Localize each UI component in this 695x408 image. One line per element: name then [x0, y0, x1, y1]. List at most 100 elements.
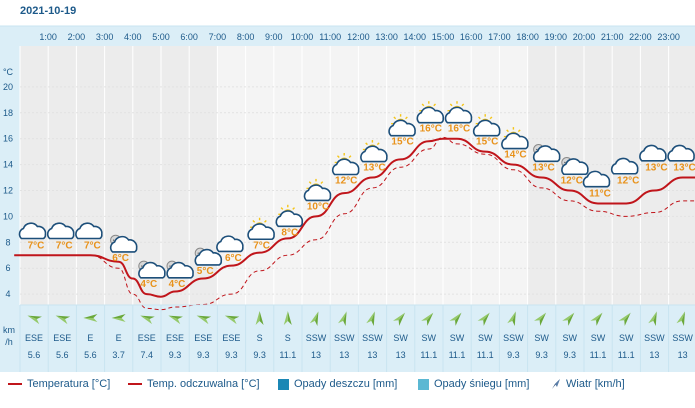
cloud-icon-shape	[639, 144, 667, 162]
wind-speed-label: 13	[311, 350, 321, 360]
cloud-icon-shape	[331, 158, 360, 176]
y-tick-label: 14	[3, 160, 13, 170]
feels-like-line	[14, 136, 695, 311]
cloud-icon-shape	[303, 184, 332, 202]
wind-speed-label: 11.1	[590, 350, 607, 360]
night-shade-evening	[527, 46, 695, 305]
sun-ray	[433, 103, 437, 107]
wind-direction-label: E	[116, 333, 122, 343]
wind-arrow-right	[624, 312, 631, 326]
sun-ray	[517, 129, 521, 133]
wind-arrow-left	[255, 311, 260, 325]
legend-snow-label: Opady śniegu [mm]	[434, 378, 530, 390]
cloud-icon	[18, 222, 47, 240]
wind-direction-label: ESE	[138, 333, 156, 343]
cloud-icon	[610, 157, 639, 175]
cloud-icon-shape	[610, 157, 639, 175]
snow-swatch	[418, 378, 429, 390]
drop-dot	[535, 148, 538, 151]
temperature-data-label: 7°C	[84, 240, 101, 251]
wind-arrow-right	[567, 312, 575, 326]
wind-direction-label: SSW	[334, 333, 355, 343]
wind-arrow-left	[111, 318, 126, 322]
cloud-icon	[582, 170, 611, 188]
wind-direction-label: SW	[393, 333, 408, 343]
wind-direction-label: SSW	[672, 333, 693, 343]
wind-speed-label: 13	[649, 350, 659, 360]
temperature-data-label: 13°C	[363, 163, 385, 174]
cloud-icon-shape	[46, 222, 75, 240]
temperature-data-label: 15°C	[391, 137, 413, 148]
axis-sidebar	[0, 26, 20, 372]
legend-rain-label: Opady deszczu [mm]	[294, 378, 398, 390]
wind-arrow-right	[55, 315, 71, 320]
wind-unit-label: km	[3, 325, 15, 335]
temperature-data-label: 7°C	[56, 240, 73, 251]
wind-speed-label: 13	[678, 350, 688, 360]
wind-direction-label: ESE	[53, 333, 71, 343]
wind-arrow-icon	[283, 311, 292, 325]
hour-label: 4:00	[124, 32, 142, 42]
cloud-icon-shape	[444, 106, 473, 124]
hour-label: 14:00	[404, 32, 427, 42]
sun-ray	[393, 116, 397, 120]
hour-label: 19:00	[545, 32, 568, 42]
wind-direction-label: SW	[534, 333, 549, 343]
wind-direction-label: SW	[591, 333, 606, 343]
wind-speed-label: 11.1	[279, 350, 296, 360]
sun-ray	[292, 207, 296, 210]
forecast-date: 2021-10-19	[20, 5, 77, 17]
wind-direction-label: SW	[619, 333, 634, 343]
drop-dot	[112, 239, 115, 241]
cloud-icon	[46, 222, 75, 240]
sun-ray	[506, 129, 509, 133]
sun-ray	[252, 220, 256, 223]
wind-arrow-right	[111, 314, 126, 318]
sun-cloud-icon	[416, 101, 445, 124]
wind-arrow-right	[539, 312, 547, 326]
temperature-unit-label: °C	[3, 67, 14, 77]
cloud-rain-icon	[561, 157, 589, 176]
wind-arrow-right	[314, 311, 319, 326]
wind-speed-label: 13	[339, 350, 349, 360]
drop-dot	[197, 252, 199, 254]
sun-cloud-icon	[275, 204, 304, 228]
cloud-icon-shape	[501, 132, 529, 150]
cloud-icon-shape	[388, 119, 416, 137]
sun-cloud-icon	[247, 217, 275, 241]
temperature-line	[14, 137, 695, 298]
cloud-icon-shape	[360, 145, 388, 163]
cloud-icon-shape	[472, 119, 501, 137]
sun-ray	[365, 142, 368, 146]
cloud-icon-shape	[109, 235, 138, 253]
y-tick-label: 8	[5, 237, 10, 247]
y-tick-label: 10	[3, 211, 13, 221]
wind-arrow-icon	[83, 314, 98, 322]
hour-label: 17:00	[488, 32, 511, 42]
cloud-icon-shape	[194, 248, 223, 266]
temperature-data-label: 10°C	[307, 201, 329, 212]
temperature-data-label: 7°C	[253, 240, 270, 251]
y-tick-label: 20	[3, 82, 13, 92]
sun-cloud-icon	[388, 114, 416, 137]
temperature-data-label: 13°C	[673, 163, 695, 174]
temperature-data-label: 13°C	[645, 163, 667, 174]
rain-swatch	[278, 378, 289, 390]
temperature-data-label: 13°C	[532, 163, 554, 174]
wind-arrow-right	[426, 312, 434, 326]
wind-speed-label: 9.3	[564, 350, 577, 360]
wind-speed-label: 7.4	[141, 350, 154, 360]
legend-wind: Wiatr [km/h]	[550, 378, 625, 390]
wind-arrow-right	[512, 311, 516, 326]
legend-rain: Opady deszczu [mm]	[278, 378, 397, 390]
sun-ray	[320, 181, 324, 184]
wind-direction-label: ESE	[166, 333, 184, 343]
temperature-data-label: 15°C	[476, 137, 498, 148]
wind-arrow-right	[455, 312, 462, 326]
sun-cloud-icon	[360, 140, 388, 163]
wind-arrow-icon	[255, 311, 264, 325]
wind-speed-label: 9.3	[197, 350, 210, 360]
cloud-icon	[75, 222, 103, 240]
sun-ray	[376, 142, 380, 146]
